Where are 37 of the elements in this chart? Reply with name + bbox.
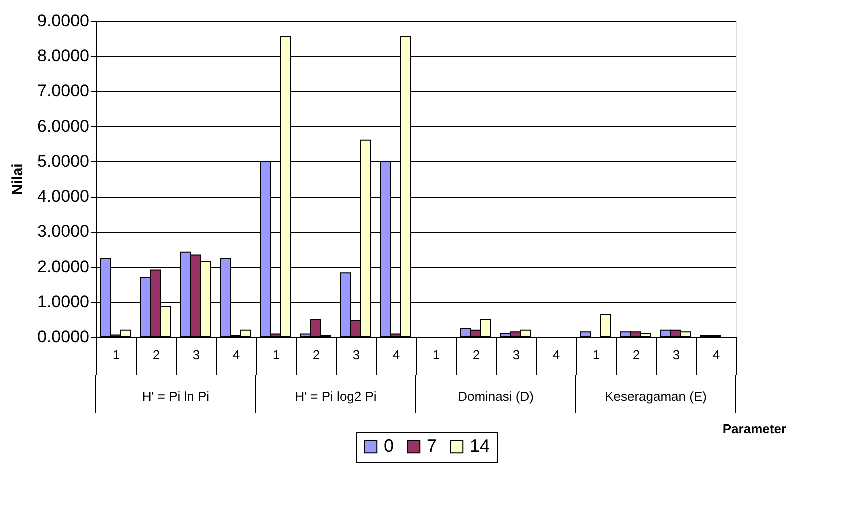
text: H' = Pi ln Pi bbox=[142, 389, 210, 404]
y-tick-label: 7.0000 bbox=[38, 82, 90, 101]
y-axis-title: Nilai bbox=[10, 164, 27, 196]
legend-label: 0 bbox=[384, 436, 394, 456]
x-tick-label: 2 bbox=[472, 348, 480, 362]
x-tick-label: 1 bbox=[432, 348, 440, 362]
y-tick-label: 0.0000 bbox=[38, 328, 90, 346]
y-tick-label: 9.0000 bbox=[38, 12, 90, 30]
bar bbox=[580, 332, 592, 338]
x-axis-title: Parameter bbox=[722, 422, 786, 436]
x-tick-label: 1 bbox=[272, 348, 280, 362]
x-tick-label: 4 bbox=[552, 348, 560, 362]
x-tick-label: 4 bbox=[392, 348, 400, 362]
x-tick-label: 3 bbox=[352, 348, 360, 362]
text: H' = Pi log2 Pi bbox=[295, 389, 377, 404]
bar bbox=[600, 314, 612, 338]
text: Keseragaman (E) bbox=[605, 389, 707, 404]
x-tick-label: 3 bbox=[672, 348, 680, 362]
x-tick-label: 2 bbox=[152, 348, 160, 362]
x-tick-label: 4 bbox=[712, 348, 720, 362]
y-tick-label: 2.0000 bbox=[38, 257, 90, 276]
y-tick-label: 4.0000 bbox=[38, 187, 90, 206]
y-tick-label: 6.0000 bbox=[38, 116, 90, 136]
x-tick-label: 3 bbox=[512, 348, 520, 362]
legend-label: 14 bbox=[470, 436, 490, 456]
x-tick-label: 2 bbox=[632, 348, 640, 362]
x-tick-label: 1 bbox=[112, 348, 120, 362]
y-tick-label: 8.0000 bbox=[38, 46, 90, 66]
y-tick-label: 5.0000 bbox=[38, 152, 90, 171]
x-tick-label: 3 bbox=[192, 348, 200, 362]
y-tick-label: 3.0000 bbox=[38, 222, 90, 242]
x-tick-label: 1 bbox=[592, 348, 600, 362]
legend-label: 7 bbox=[427, 436, 438, 456]
x-tick-label: 4 bbox=[232, 348, 240, 362]
y-tick-label: 1.0000 bbox=[38, 292, 90, 312]
text: Dominasi (D) bbox=[458, 389, 534, 404]
x-tick-label: 2 bbox=[312, 348, 320, 362]
